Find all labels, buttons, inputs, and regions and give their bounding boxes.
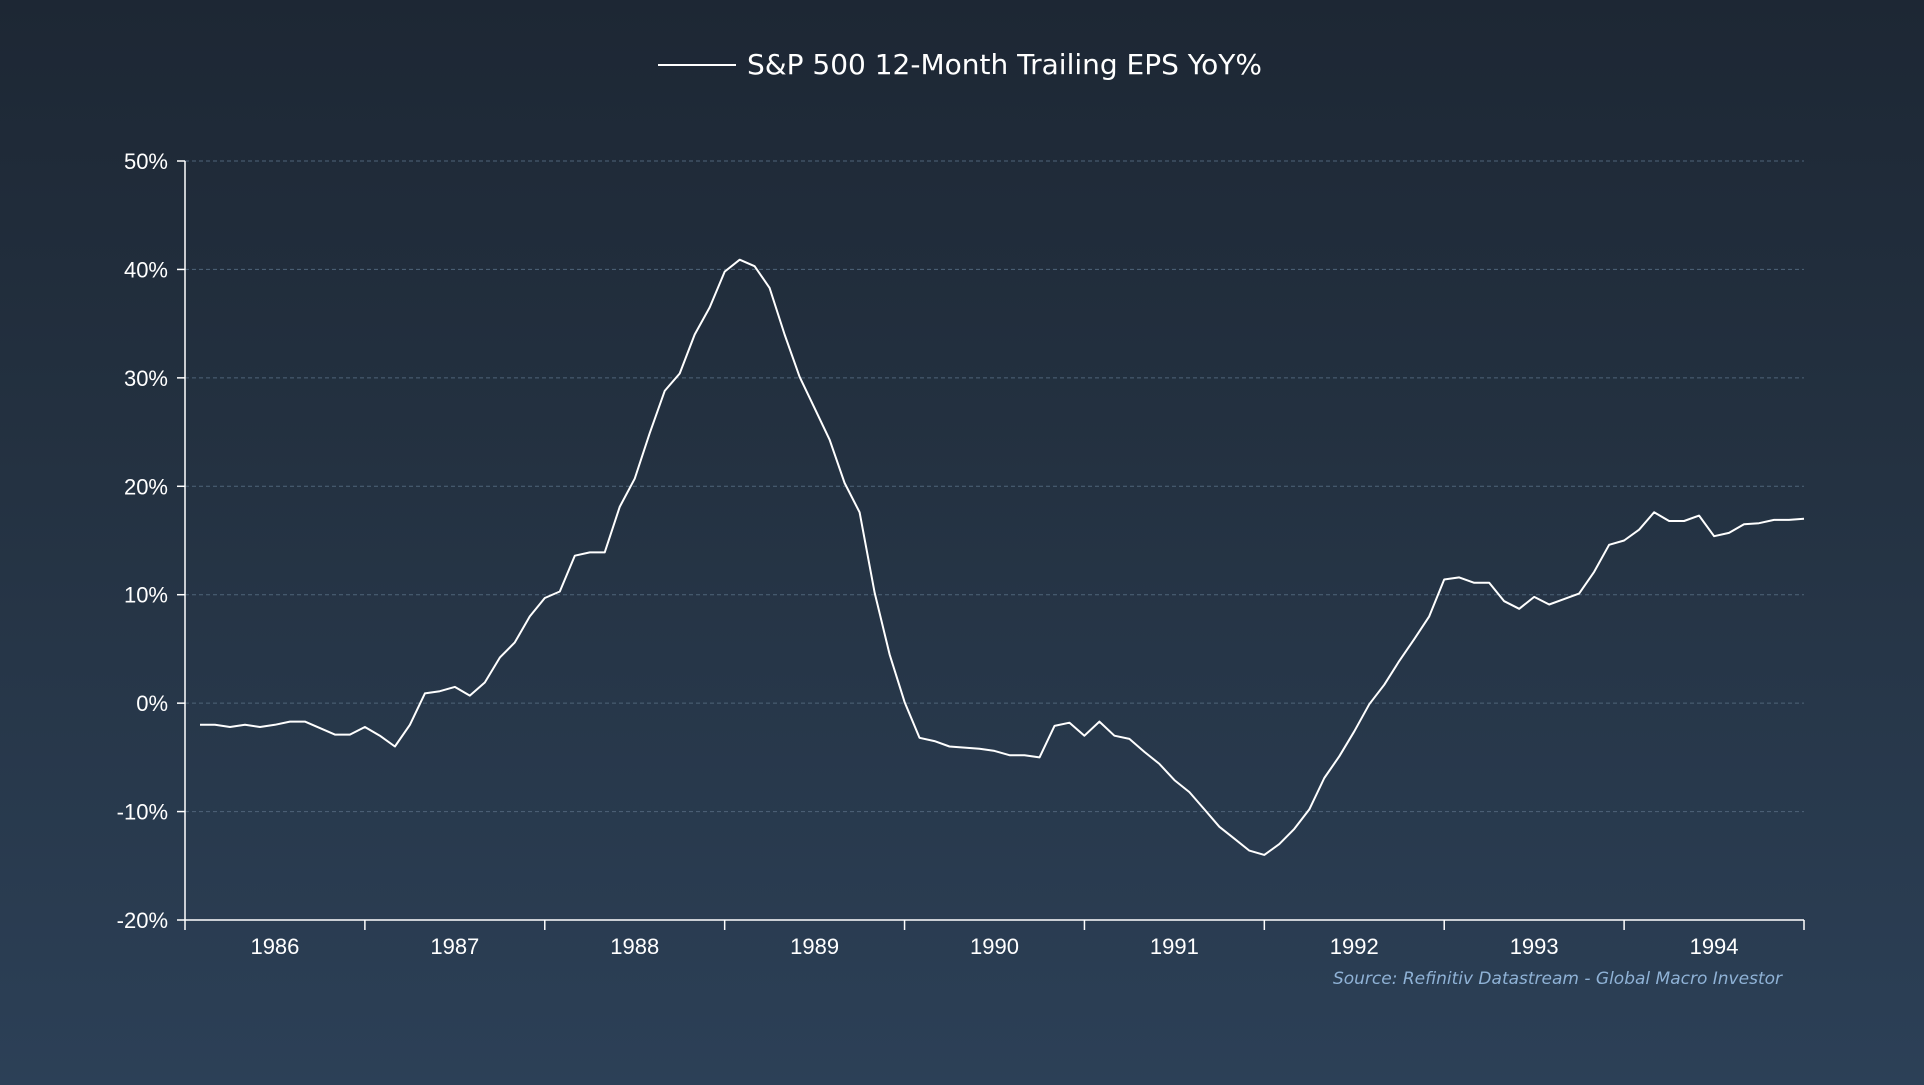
y-tick-label: 20% [124,474,168,499]
series-layer [200,260,1804,855]
y-tick-label: 10% [124,583,168,608]
series-line [200,260,1804,855]
y-tick-label: 40% [124,257,168,282]
legend-series-label: S&P 500 12-Month Trailing EPS YoY% [747,48,1262,81]
source-note: Source: Refinitiv Datastream - Global Ma… [1333,969,1783,989]
x-tick-label: 1994 [1690,934,1739,959]
grid-layer [185,161,1804,812]
eps-yoy-line-chart: 50% 40% 30% 20% 10% 0% -10% -20% 1986 1987 1988 198… [0,0,1924,1085]
x-tick-label: 1990 [970,934,1019,959]
y-tick-label: 30% [124,366,168,391]
x-tick-label: 1987 [430,934,479,959]
x-tick-label: 1986 [250,934,299,959]
x-tick-label: 1992 [1330,934,1379,959]
x-tick-label: 1993 [1510,934,1559,959]
y-tick-label: 50% [124,149,168,174]
y-tick-label: 0% [136,691,168,716]
x-tick-label: 1991 [1150,934,1199,959]
x-tick-label: 1989 [790,934,839,959]
legend: S&P 500 12-Month Trailing EPS YoY% [658,48,1262,81]
axis-layer: 50% 40% 30% 20% 10% 0% -10% -20% 1986 1987 1988 198… [117,149,1804,959]
y-tick-label: -20% [117,908,168,933]
x-tick-label: 1988 [610,934,659,959]
y-tick-label: -10% [117,800,168,825]
chart-root: 50% 40% 30% 20% 10% 0% -10% -20% 1986 1987 1988 198… [0,0,1924,1085]
